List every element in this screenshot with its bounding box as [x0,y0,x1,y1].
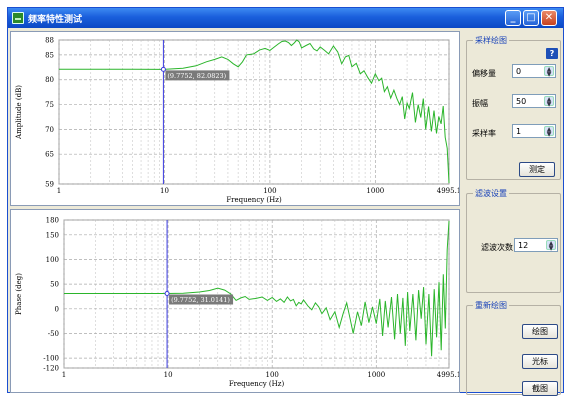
y-tick-label: 100 [46,256,59,264]
filter-group: 滤波设置 滤波次数 12 ▲ ▼ [466,193,561,293]
x-tick-label: 1 [62,371,66,379]
x-axis-label: Frequency (Hz) [229,380,285,388]
offset-label: 偏移量 [472,68,496,79]
y-axis-label: Phase (deg) [15,273,23,315]
filter-order-value: 12 [518,241,528,250]
sample-rate-spinner[interactable]: 1 ▲ ▼ [512,124,556,138]
filter-order-spinner[interactable]: 12 ▲ ▼ [514,238,558,252]
title-bar[interactable]: 频率特性测试 _ □ ✕ [8,8,563,28]
redraw-group: 重新绘图 绘图 光标 截图 [466,305,561,395]
y-tick-label: 0 [55,305,59,313]
x-tick-label: 100 [266,371,279,379]
sampling-group-title: 采样绘图 [473,35,509,46]
close-button[interactable]: ✕ [541,10,557,26]
spinner-arrows-icon[interactable]: ▲ ▼ [544,96,554,106]
sample-rate-label: 采样率 [472,128,496,139]
x-tick-label: 1 [57,187,61,195]
filter-order-label: 滤波次数 [481,242,513,253]
y-tick-label: 75 [45,101,54,109]
y-tick-label: 70 [45,126,54,134]
app-icon [12,12,24,24]
y-tick-label: 65 [45,151,54,159]
measure-button[interactable]: 测定 [519,162,555,177]
y-tick-label: 59 [45,181,54,189]
y-tick-label: 180 [46,217,59,225]
x-tick-label: 10 [164,371,173,379]
cursor-marker[interactable] [161,67,165,71]
spinner-arrows-icon[interactable]: ▲ ▼ [544,126,554,136]
spinner-arrows-icon[interactable]: ▲ ▼ [546,240,556,250]
cursor-marker[interactable] [165,291,169,295]
x-tick-label: 10 [160,187,169,195]
window-title: 频率特性测试 [28,12,82,25]
x-axis-label: Frequency (Hz) [226,196,282,204]
x-tick-label: 4995.1 [437,187,459,195]
x-tick-label: 4995.1 [437,371,459,379]
phase-chart-panel: 1 10 100 1000 4995.1 -120 -100 -50 0 50 100 150 180 F… [10,209,460,393]
cursor-button[interactable]: 光标 [522,354,558,369]
x-tick-label: 100 [263,187,276,195]
spinner-arrows-icon[interactable]: ▲ ▼ [544,66,554,76]
help-icon[interactable]: ? [546,48,558,59]
app-window: 频率特性测试 _ □ ✕ 1 10 100 1000 4995.1 59 65 70 75 80 8… [7,7,564,393]
plot-area [59,40,449,184]
y-tick-label: 150 [46,231,59,239]
cursor-readout: (9.7752, 82.0823) [167,72,226,80]
cursor-readout: (9.7752, 31.0141) [171,296,230,304]
offset-spinner[interactable]: 0 ▲ ▼ [512,64,556,78]
x-tick-label: 1000 [367,371,385,379]
sampling-group: 采样绘图 ? 偏移量 0 ▲ ▼ 振幅 50 ▲ ▼ 采样率 1 ▲ ▼ 测定 [466,40,561,180]
y-axis-label: Amplitude (dB) [15,85,23,140]
phase-chart[interactable]: 1 10 100 1000 4995.1 -120 -100 -50 0 50 100 150 180 F… [11,210,459,392]
amplitude-spinner[interactable]: 50 ▲ ▼ [512,94,556,108]
y-tick-label: -50 [48,330,59,338]
sample-rate-value: 1 [516,127,521,136]
y-tick-label: 88 [45,37,54,45]
redraw-group-title: 重新绘图 [473,300,509,311]
filter-group-title: 滤波设置 [473,188,509,199]
offset-value: 0 [516,67,521,76]
capture-button[interactable]: 截图 [522,381,558,396]
y-tick-label: 85 [45,51,54,59]
x-tick-label: 1000 [366,187,384,195]
y-tick-label: 80 [45,76,54,84]
maximize-button[interactable]: □ [523,10,539,26]
amplitude-chart-panel: 1 10 100 1000 4995.1 59 65 70 75 80 85 88 Frequency … [10,31,460,206]
y-tick-label: -120 [43,365,59,373]
amplitude-chart[interactable]: 1 10 100 1000 4995.1 59 65 70 75 80 85 88 Frequency … [11,32,459,205]
amplitude-label: 振幅 [472,98,488,109]
plot-button[interactable]: 绘图 [522,324,558,339]
y-tick-label: 50 [50,281,59,289]
control-sidebar: 采样绘图 ? 偏移量 0 ▲ ▼ 振幅 50 ▲ ▼ 采样率 1 ▲ ▼ 测定 滤波设… [462,30,563,394]
minimize-button[interactable]: _ [505,10,521,26]
y-tick-label: -100 [43,355,59,363]
amplitude-value: 50 [516,97,526,106]
